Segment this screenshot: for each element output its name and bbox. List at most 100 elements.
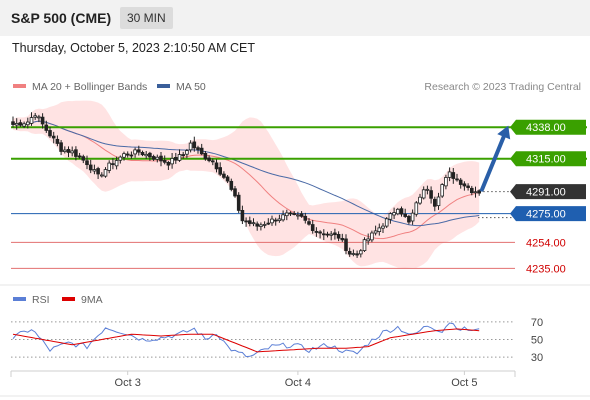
candle — [303, 212, 308, 224]
candle — [148, 151, 152, 161]
candle — [11, 116, 15, 128]
candle — [125, 151, 130, 158]
candle — [284, 209, 289, 221]
candle — [55, 135, 60, 147]
candle — [440, 183, 444, 198]
candle — [395, 207, 400, 216]
candle — [222, 171, 226, 180]
level-label: 4291.00 — [526, 187, 566, 199]
instrument-title: S&P 500 (CME) — [11, 10, 112, 26]
chart-datetime: Thursday, October 5, 2023 2:10:50 AM CET — [12, 41, 255, 55]
candle — [407, 214, 411, 225]
candle — [144, 150, 149, 160]
candle — [77, 152, 82, 159]
rsi-9ma-line — [12, 328, 480, 353]
candle — [462, 181, 467, 191]
candle — [292, 211, 296, 216]
candle — [355, 250, 359, 258]
candle — [358, 249, 363, 258]
candle — [111, 158, 115, 170]
candle — [418, 193, 422, 205]
candle — [392, 207, 396, 220]
candle — [188, 140, 193, 153]
candle — [347, 247, 352, 257]
candle — [74, 146, 78, 161]
candle — [377, 223, 382, 236]
candle — [288, 211, 293, 217]
candle — [344, 234, 348, 255]
candle — [251, 218, 256, 227]
candle — [458, 177, 463, 189]
rsi-tick-label: 30 — [531, 352, 543, 364]
candle — [469, 185, 474, 196]
candle — [351, 249, 356, 257]
candle — [25, 117, 30, 129]
candle — [466, 183, 470, 191]
candle — [70, 146, 75, 157]
candle — [185, 148, 189, 159]
candle — [455, 173, 459, 182]
candle — [329, 231, 333, 241]
chart-header: S&P 500 (CME) 30 MIN — [0, 0, 590, 36]
candle — [196, 145, 200, 154]
x-tick-label: Oct 5 — [451, 377, 477, 389]
candle — [96, 166, 100, 179]
candle — [203, 151, 208, 161]
candle — [122, 151, 126, 161]
candle — [66, 146, 71, 158]
candle — [14, 118, 19, 130]
candle — [336, 231, 341, 242]
rsi-legend-label: RSI — [32, 294, 50, 306]
candle — [225, 174, 230, 184]
rsi-line — [12, 322, 480, 358]
level-label: 4338.00 — [526, 122, 566, 134]
forecast-arrow — [480, 129, 508, 192]
candle — [473, 186, 478, 198]
bollinger-band — [13, 100, 480, 268]
candle — [92, 164, 97, 175]
candle — [192, 136, 197, 152]
candle — [140, 150, 145, 157]
forecast-arrowhead — [497, 125, 511, 140]
candle — [384, 217, 389, 229]
candle — [88, 159, 93, 174]
level-label-box — [510, 151, 586, 167]
candle — [133, 147, 137, 158]
candle — [421, 186, 426, 200]
candle — [22, 121, 26, 129]
candle — [118, 155, 123, 164]
rsi-tick-label: 70 — [531, 317, 543, 329]
candle — [366, 233, 370, 245]
candle — [270, 215, 274, 226]
candle — [129, 151, 134, 159]
candle — [229, 178, 234, 192]
candle — [414, 200, 419, 217]
candle — [51, 131, 56, 144]
interval-badge[interactable]: 30 MIN — [120, 7, 173, 29]
candle — [170, 152, 174, 169]
candle — [310, 219, 315, 234]
legend-label: MA 50 — [176, 81, 206, 93]
candle — [318, 230, 322, 239]
candle — [403, 208, 407, 218]
candle — [381, 223, 385, 233]
rsi-tick-label: 50 — [531, 335, 543, 347]
candle — [281, 210, 285, 222]
x-tick-label: Oct 4 — [285, 377, 311, 389]
candle — [429, 186, 433, 204]
candle — [63, 146, 67, 154]
candle — [85, 155, 89, 170]
candle — [199, 143, 204, 156]
candle — [273, 217, 278, 226]
candle — [103, 167, 108, 178]
candle — [162, 155, 167, 165]
candle — [151, 154, 156, 161]
level-label-box — [510, 184, 586, 200]
candle — [81, 154, 86, 164]
candle — [277, 214, 282, 223]
candle — [447, 167, 452, 182]
candle — [59, 140, 63, 156]
candle — [210, 158, 215, 166]
rsi-legend-swatch — [13, 297, 26, 301]
